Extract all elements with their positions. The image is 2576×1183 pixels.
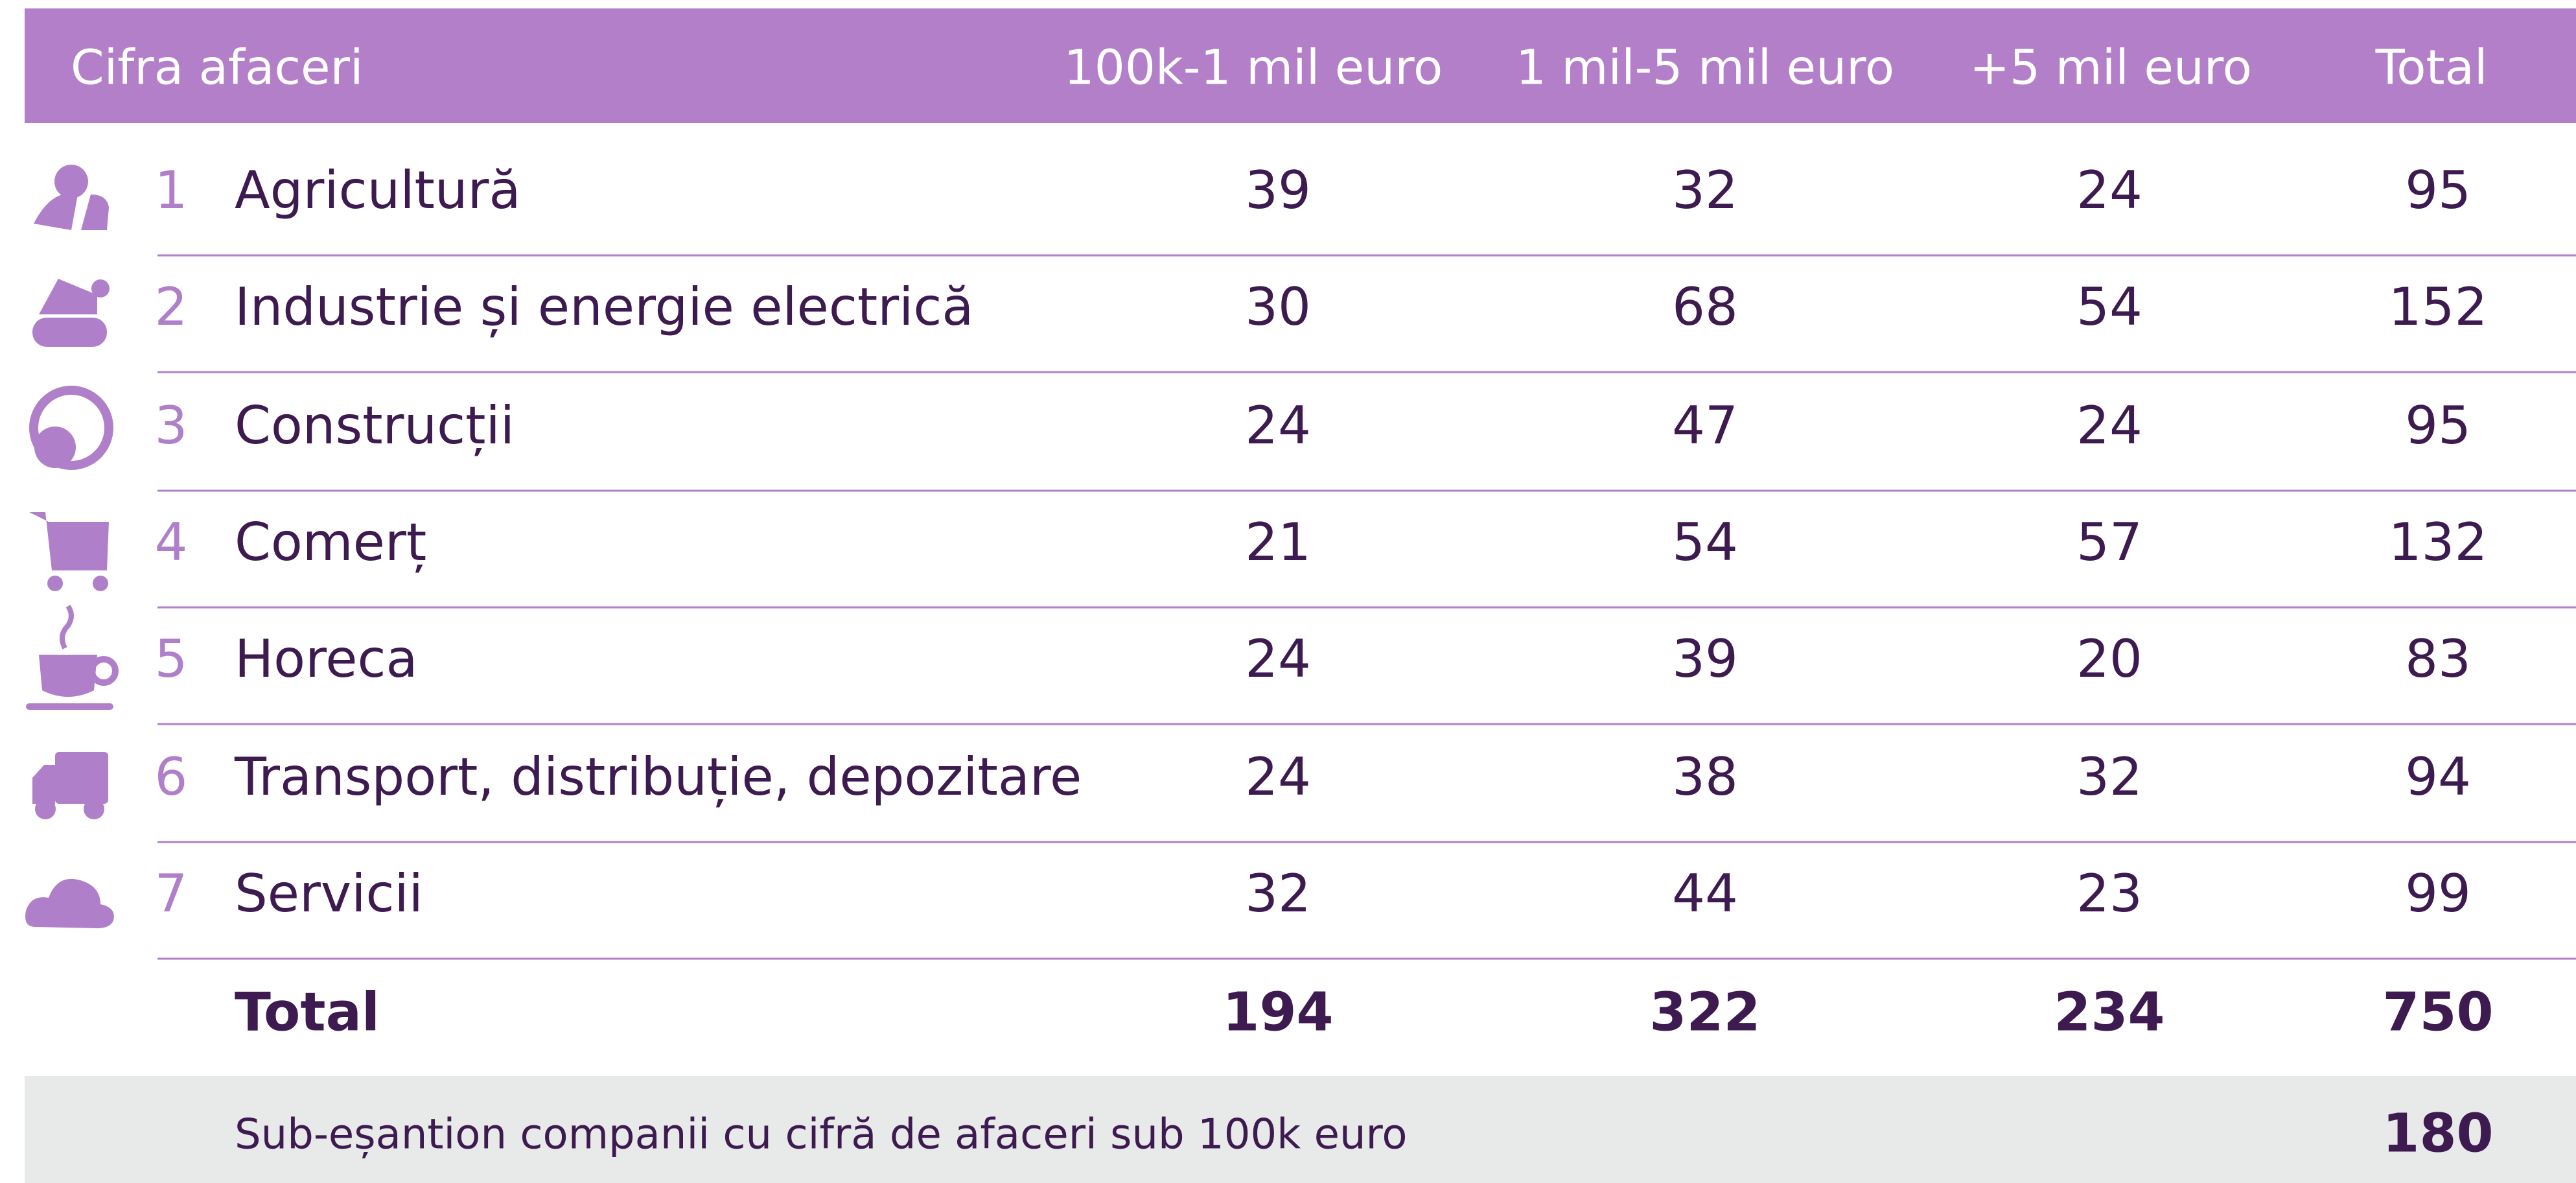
row-rank: 6 [155, 747, 188, 807]
row-rank: 2 [155, 277, 188, 337]
header-bar [25, 8, 2576, 123]
row-value: 24 [1245, 747, 1311, 807]
row-value: 94 [2405, 747, 2471, 807]
row-value: 152 [2389, 277, 2488, 337]
row-label: Transport, distribuție, depozitare [234, 747, 1082, 807]
icon-horeca [26, 604, 119, 710]
row-value: 132 [2389, 512, 2488, 572]
row-value: 95 [2405, 395, 2471, 456]
row-label: Construcții [235, 395, 515, 456]
row-value: 24 [2076, 160, 2142, 220]
icon-services [25, 878, 114, 928]
row-value: 23 [2076, 863, 2142, 924]
row-rank: 5 [155, 629, 188, 689]
footer-label: Sub-eșantion companii cu cifră de afacer… [235, 1111, 1408, 1159]
row-value: 20 [2076, 629, 2142, 689]
row-rank: 7 [155, 863, 188, 924]
row-value: 24 [1245, 629, 1311, 689]
row-value: 68 [1672, 277, 1738, 337]
row-value: 54 [1672, 512, 1738, 572]
row-rank: 3 [155, 395, 188, 456]
header-cell: Cifra afaceri [71, 40, 364, 96]
total-cell: 322 [1649, 981, 1760, 1043]
header-cell: Total [2375, 40, 2488, 96]
total-cell: Total [235, 981, 380, 1043]
row-value: 21 [1245, 512, 1311, 572]
row-label: Servicii [235, 863, 423, 924]
row-value: 38 [1672, 747, 1738, 807]
icon-trade [29, 512, 109, 591]
row-label: Comerț [235, 512, 426, 572]
row-value: 57 [2076, 512, 2142, 572]
row-rank: 1 [155, 160, 188, 220]
row-value: 95 [2405, 160, 2471, 220]
row-value: 39 [1672, 629, 1738, 689]
row-value: 32 [1672, 160, 1738, 220]
row-label: Agricultură [235, 160, 521, 220]
row-value: 32 [2076, 747, 2142, 807]
total-cell: 194 [1222, 981, 1333, 1043]
row-value: 44 [1672, 863, 1738, 924]
total-cell: 750 [2382, 981, 2493, 1043]
header-cell: 1 mil-5 mil euro [1516, 40, 1894, 96]
footer-value: 180 [2382, 1103, 2493, 1164]
row-label: Industrie și energie electrică [235, 277, 973, 337]
header-cell: +5 mil euro [1969, 40, 2252, 96]
footer-bar [25, 1076, 2576, 1183]
row-value: 54 [2076, 277, 2142, 337]
icon-industry [32, 279, 110, 347]
icons [25, 165, 119, 928]
row-value: 47 [1672, 395, 1738, 456]
icon-transport [32, 752, 108, 819]
row-value: 24 [1245, 395, 1311, 456]
total-cell: 234 [2054, 981, 2164, 1043]
header-cell: 100k-1 mil euro [1064, 40, 1443, 96]
row-value: 83 [2405, 629, 2471, 689]
row-label: Horeca [235, 629, 417, 689]
row-value: 32 [1245, 863, 1311, 924]
row-value: 30 [1245, 277, 1311, 337]
row-value: 24 [2076, 395, 2142, 456]
row-rank: 4 [155, 512, 188, 572]
icon-construction [29, 386, 113, 470]
icon-agriculture [34, 165, 109, 230]
row-value: 99 [2405, 863, 2471, 924]
row-value: 39 [1245, 160, 1311, 220]
